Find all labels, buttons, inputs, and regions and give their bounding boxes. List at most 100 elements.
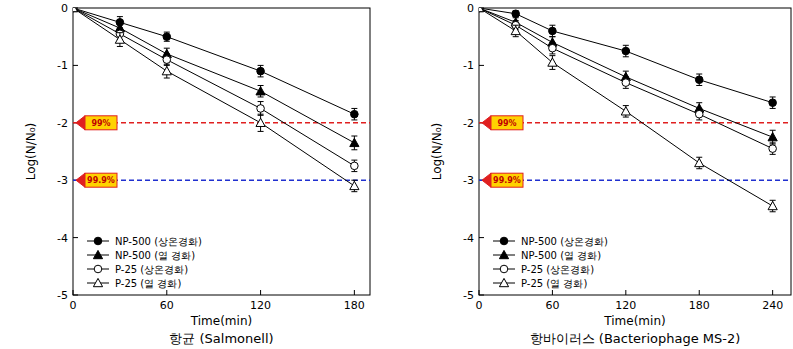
legend-label: P-25 (상온경화) — [521, 264, 594, 275]
series-line — [73, 8, 354, 186]
error-bar — [696, 74, 702, 85]
legend-marker — [93, 278, 102, 286]
marker — [163, 33, 171, 41]
annotation-box — [85, 173, 117, 187]
series-line — [73, 8, 354, 166]
marker — [479, 8, 484, 12]
marker — [622, 47, 630, 55]
legend-label: NP-500 (상온경화) — [521, 236, 608, 247]
error-bar — [258, 102, 264, 116]
marker — [163, 56, 171, 64]
x-tick-label: 180 — [689, 299, 710, 312]
annotation-label: 99% — [91, 119, 110, 128]
error-cap — [770, 108, 776, 109]
y-tick-label: -2 — [463, 117, 474, 130]
y-tick-label: -5 — [57, 289, 68, 302]
error-cap — [351, 171, 357, 172]
x-tick-label: 60 — [545, 299, 559, 312]
error-cap — [351, 136, 357, 137]
error-cap — [117, 28, 123, 29]
marker — [769, 145, 777, 153]
error-cap — [770, 211, 776, 212]
x-tick-label: 240 — [762, 299, 783, 312]
error-cap — [623, 88, 629, 89]
error-bar — [351, 108, 357, 119]
chart-title: 항바이러스 (Bacteriophage MS-2) — [530, 331, 741, 346]
legend-label: NP-500 (상온경화) — [115, 236, 202, 247]
legend-marker — [94, 237, 102, 245]
marker — [350, 181, 359, 189]
marker — [115, 35, 124, 43]
marker — [257, 105, 265, 113]
y-tick-label: -1 — [57, 59, 68, 72]
error-cap — [351, 149, 357, 150]
marker — [768, 133, 777, 141]
error-cap — [770, 130, 776, 131]
marker — [73, 8, 77, 12]
annotation-arrow — [76, 116, 85, 130]
chart: -5-4-3-2-10060120180240Time(min)Log(N/N₀… — [430, 2, 791, 346]
marker — [549, 44, 557, 52]
error-bar — [770, 97, 776, 108]
error-cap — [770, 154, 776, 155]
marker — [548, 58, 557, 66]
annotation-label: 99.9% — [87, 176, 115, 185]
error-cap — [696, 168, 702, 169]
marker — [769, 99, 777, 107]
marker — [351, 110, 359, 118]
error-bar — [164, 32, 170, 41]
x-tick-label: 0 — [70, 299, 77, 312]
error-cap — [351, 119, 357, 120]
annotation-arrow — [482, 173, 491, 187]
x-tick — [354, 290, 355, 295]
y-axis-title: Log(N/N₀) — [24, 123, 38, 181]
marker — [695, 158, 704, 166]
y-axis-title: Log(N/N₀) — [430, 123, 444, 181]
error-cap — [623, 117, 629, 118]
error-cap — [117, 32, 123, 33]
x-tick — [479, 290, 480, 295]
error-cap — [117, 46, 123, 47]
x-tick — [260, 290, 261, 295]
x-tick-label: 60 — [160, 299, 174, 312]
y-tick-label: -4 — [463, 232, 474, 245]
error-cap — [623, 45, 629, 46]
marker — [622, 79, 630, 87]
error-cap — [258, 131, 264, 132]
error-cap — [117, 28, 123, 29]
x-axis-title: Time(min) — [190, 314, 252, 328]
x-tick — [552, 290, 553, 295]
legend-label: P-25 (열 경화) — [521, 278, 587, 289]
error-cap — [696, 108, 702, 109]
annotation-arrow — [76, 173, 85, 187]
annotation-arrow — [482, 116, 491, 130]
reference-line — [73, 179, 370, 181]
marker — [351, 162, 359, 170]
error-cap — [164, 53, 170, 54]
annotation-label: 99% — [497, 119, 516, 128]
marker — [479, 8, 483, 12]
legend-marker — [500, 237, 508, 245]
reference-line — [73, 122, 370, 124]
x-tick — [772, 290, 773, 295]
annotation-box — [491, 116, 523, 130]
y-tick — [73, 65, 78, 66]
y-tick-label: -1 — [463, 59, 474, 72]
marker — [479, 8, 484, 12]
y-tick — [479, 65, 484, 66]
error-bar — [258, 65, 264, 76]
y-tick — [73, 295, 78, 296]
error-cap — [549, 42, 555, 43]
error-cap — [164, 78, 170, 79]
chart-title: 항균 (Salmonell) — [169, 331, 273, 346]
y-tick-label: 0 — [61, 2, 68, 15]
error-cap — [623, 76, 629, 77]
legend-label: NP-500 (열 경화) — [115, 250, 195, 261]
series-line — [479, 8, 773, 137]
error-bar — [549, 25, 555, 36]
marker — [350, 138, 359, 146]
error-cap — [696, 85, 702, 86]
x-tick — [625, 290, 626, 295]
y-tick — [73, 237, 78, 238]
error-cap — [623, 56, 629, 57]
